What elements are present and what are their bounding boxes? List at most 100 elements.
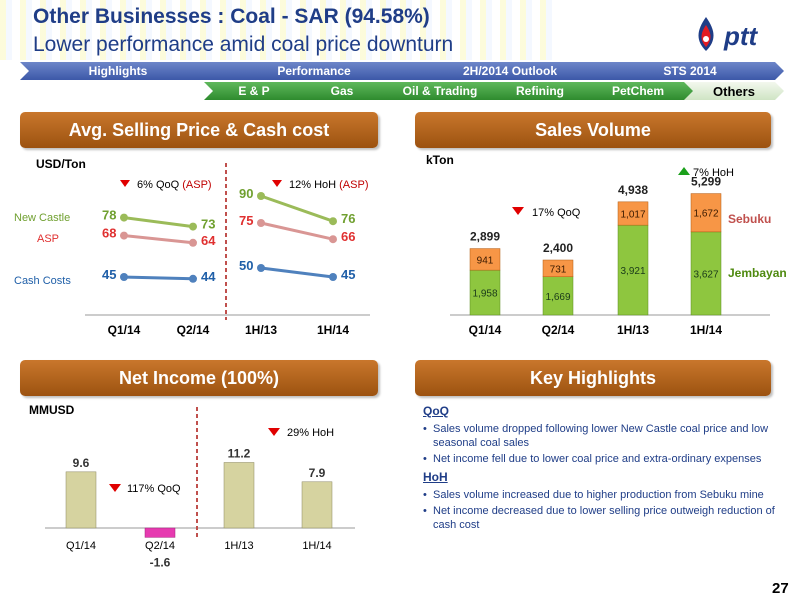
- nav-sts[interactable]: STS 2014: [596, 62, 784, 80]
- asp-data-point: [257, 192, 265, 200]
- asp-series-line: [260, 266, 334, 279]
- asp-hoh-annotation: 12% HoH (ASP): [289, 179, 368, 191]
- asp-hoh-highlight: (ASP): [339, 179, 369, 191]
- asp-data-point: [257, 264, 265, 272]
- sales-bar-jembayan: [542, 276, 574, 316]
- asp-series-line: [123, 234, 194, 245]
- asp-data-point: [329, 217, 337, 226]
- ptt-logo: ptt: [692, 15, 792, 55]
- asp-qoq-text: 6% QoQ: [137, 179, 180, 191]
- net-tick-label: Q1/14: [66, 540, 96, 552]
- page-number: 27: [772, 580, 789, 597]
- asp-data-label: 90: [239, 186, 253, 201]
- sales-unit-label: kTon: [426, 153, 454, 167]
- sales-total-label: 2,400: [543, 241, 573, 255]
- asp-qoq-arrow: [120, 180, 130, 187]
- asp-data-point: [120, 213, 128, 222]
- qoq-list: Sales volume dropped following lower New…: [423, 422, 793, 466]
- asp-data-label: 68: [102, 226, 116, 241]
- net-tick-label: 1H/13: [224, 540, 253, 552]
- sales-label-sebuku: 731: [550, 264, 567, 275]
- legend-sebuku: Sebuku: [728, 212, 772, 226]
- asp-qoq-highlight: (ASP): [182, 179, 212, 191]
- sales-total-label: 4,938: [618, 183, 648, 197]
- nav-outlook[interactable]: 2H/2014 Outlook: [412, 62, 608, 80]
- sales-total-label: 5,299: [691, 175, 721, 189]
- asp-data-label: 45: [341, 267, 355, 282]
- asp-data-label: 44: [201, 269, 216, 284]
- net-qoq-arrow: [109, 484, 121, 492]
- sales-hoh-arrow: [678, 167, 690, 175]
- nav-refining[interactable]: Refining: [488, 82, 592, 100]
- sales-bar-sebuku: [469, 248, 501, 271]
- sales-label-sebuku: 941: [477, 255, 494, 266]
- sales-qoq-annotation: 17% QoQ: [532, 207, 581, 219]
- asp-series-line: [123, 216, 194, 229]
- list-item: Sales volume dropped following lower New…: [423, 422, 793, 450]
- asp-data-label: 50: [239, 258, 253, 273]
- asp-data-point: [120, 273, 128, 281]
- net-income-bar: [65, 471, 97, 529]
- sales-bar-jembayan: [617, 224, 649, 316]
- section-asp: Avg. Selling Price & Cash cost: [20, 112, 378, 148]
- net-hoh-annotation: 29% HoH: [287, 427, 335, 439]
- sales-label-jembayan: 1,958: [472, 289, 497, 300]
- asp-data-label: 78: [102, 208, 116, 223]
- net-income-bar: [144, 527, 176, 538]
- sales-label-jembayan: 3,627: [693, 269, 718, 280]
- asp-qoq-annotation: 6% QoQ (ASP): [137, 179, 212, 191]
- asp-data-label: 73: [201, 217, 215, 232]
- key-highlights: QoQ Sales volume dropped following lower…: [423, 404, 793, 536]
- net-income-bar: [301, 481, 333, 529]
- sales-label-jembayan: 3,921: [620, 266, 645, 277]
- net-tick-label: 1H/14: [302, 540, 331, 552]
- asp-series-line: [123, 275, 194, 281]
- nav-performance[interactable]: Performance: [204, 62, 424, 80]
- qoq-title: QoQ: [423, 404, 449, 418]
- section-sales: Sales Volume: [415, 112, 771, 148]
- nav-petchem[interactable]: PetChem: [580, 82, 696, 100]
- asp-data-point: [329, 273, 337, 281]
- nav-oil-trading[interactable]: Oil & Trading: [380, 82, 500, 100]
- series-label-asp: ASP: [37, 233, 60, 245]
- asp-data-point: [120, 231, 128, 240]
- section-key-highlights: Key Highlights: [415, 360, 771, 396]
- sales-bar-sebuku: [690, 193, 722, 233]
- asp-data-point: [329, 235, 337, 244]
- sales-label-jembayan: 1,669: [545, 292, 570, 303]
- asp-data-point: [257, 219, 265, 227]
- asp-data-point: [189, 238, 197, 247]
- hoh-title: HoH: [423, 470, 448, 484]
- sales-hoh-annotation: 7% HoH: [693, 167, 734, 179]
- net-qoq-annotation: 117% QoQ: [127, 483, 181, 495]
- nav-ep[interactable]: E & P: [204, 82, 304, 100]
- asp-chart: 78 73 90 76 68 64 75 66 45 44 50 45 Q1/14 Q2/14 1H/13…: [85, 163, 370, 337]
- nav-others[interactable]: Others: [684, 82, 784, 100]
- net-value-label: 9.6: [73, 456, 90, 470]
- asp-data-label: 66: [341, 229, 355, 244]
- nav-gas[interactable]: Gas: [292, 82, 392, 100]
- net-value-label: -1.6: [150, 555, 171, 569]
- net-tick-label: Q2/14: [145, 540, 175, 552]
- sales-tick-label: Q2/14: [542, 323, 575, 337]
- asp-tick-label: 1H/14: [317, 323, 349, 337]
- header-texture: [0, 0, 560, 60]
- sales-bar-sebuku: [617, 201, 649, 226]
- sales-chart: 1,958 941 2,899 1,669 731 2,400 3,921 1,017 4,93…: [450, 167, 770, 337]
- list-item: Net income fell due to lower coal price …: [423, 452, 793, 466]
- asp-unit-label: USD/Ton: [36, 157, 86, 171]
- sales-bar-jembayan: [690, 231, 722, 316]
- list-item: Net income decreased due to lower sellin…: [423, 504, 793, 532]
- net-value-label: 11.2: [228, 446, 251, 460]
- asp-data-point: [189, 222, 197, 231]
- nav-highlights[interactable]: Highlights: [20, 62, 216, 80]
- asp-series-line: [260, 221, 334, 241]
- section-net-income: Net Income (100%): [20, 360, 378, 396]
- asp-hoh-text: 12% HoH: [289, 179, 337, 191]
- list-item: Sales volume increased due to higher pro…: [423, 488, 793, 502]
- series-label-newcastle: New Castle: [14, 212, 71, 224]
- asp-tick-label: Q1/14: [108, 323, 141, 337]
- sales-tick-label: 1H/14: [690, 323, 722, 337]
- logo-text: ptt: [723, 21, 759, 51]
- asp-hoh-arrow: [272, 180, 282, 187]
